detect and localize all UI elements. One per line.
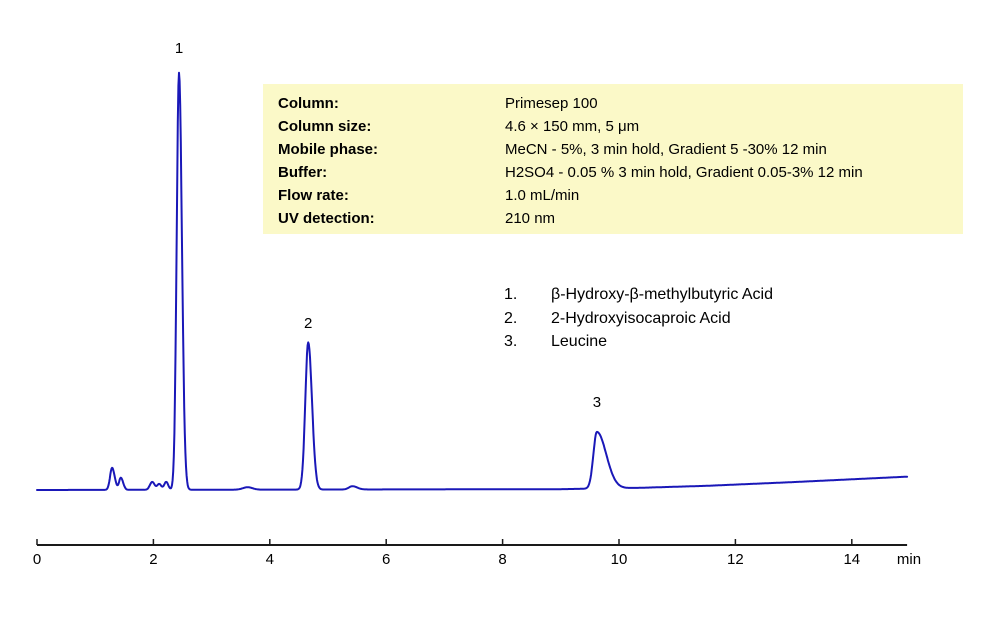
info-value: 4.6 × 150 mm, 5 μm bbox=[505, 118, 640, 135]
info-label: UV detection: bbox=[278, 210, 375, 227]
peak-apex-label: 3 bbox=[593, 394, 601, 411]
info-value: Primesep 100 bbox=[505, 95, 598, 112]
x-axis-tick-label: 0 bbox=[33, 551, 41, 568]
x-axis-ticks: 0 2 4 6 8 10 12 14 bbox=[33, 539, 860, 568]
x-axis-tick-label: 12 bbox=[727, 551, 744, 568]
info-row: Column: Primesep 100 bbox=[278, 92, 963, 115]
peak-name: Leucine bbox=[551, 333, 608, 350]
x-axis-tick-label: 6 bbox=[382, 551, 390, 568]
info-label: Flow rate: bbox=[278, 187, 349, 204]
method-info-box: Column: Primesep 100 Column size: 4.6 × 150… bbox=[263, 84, 963, 234]
x-axis-tick-label: 14 bbox=[843, 551, 860, 568]
peak-name: 2-Hydroxyisocaproic Acid bbox=[551, 309, 731, 327]
info-label: Mobile phase: bbox=[278, 141, 379, 158]
x-axis-tick-label: 10 bbox=[611, 551, 628, 568]
info-label: Buffer: bbox=[278, 164, 328, 181]
info-value: 1.0 mL/min bbox=[505, 187, 580, 204]
peak-labels: 1 2 3 bbox=[175, 40, 601, 411]
peak-number: 1. bbox=[504, 286, 518, 303]
info-row: Mobile phase: MeCN - 5%, 3 min hold, Grad… bbox=[278, 138, 963, 161]
peak-name: β-Hydroxy-β-methylbutyric Acid bbox=[551, 286, 774, 303]
x-axis-tick-label: 2 bbox=[149, 551, 157, 568]
info-row: UV detection: 210 nm bbox=[278, 207, 963, 230]
info-value: MeCN - 5%, 3 min hold, Gradient 5 -30% 1… bbox=[505, 141, 827, 158]
x-axis-unit-label: min bbox=[897, 551, 921, 568]
peak-identification-list: 1. β-Hydroxy-β-methylbutyric Acid 2. 2-Hydr… bbox=[504, 283, 773, 354]
peak-number: 3. bbox=[504, 333, 518, 350]
info-row: Column size: 4.6 × 150 mm, 5 μm bbox=[278, 115, 963, 138]
peak-list-item: 2. 2-Hydroxyisocaproic Acid bbox=[504, 307, 773, 331]
peak-list-item: 1. β-Hydroxy-β-methylbutyric Acid bbox=[504, 283, 773, 307]
peak-list-item: 3. Leucine bbox=[504, 330, 773, 354]
info-row: Buffer: H2SO4 - 0.05 % 3 min hold, Gradie… bbox=[278, 161, 963, 184]
peak-apex-label: 1 bbox=[175, 40, 183, 57]
info-value: 210 nm bbox=[505, 210, 556, 227]
peak-number: 2. bbox=[504, 309, 518, 327]
info-row: Flow rate: 1.0 mL/min bbox=[278, 184, 963, 207]
x-axis-tick-label: 8 bbox=[498, 551, 506, 568]
info-value: H2SO4 - 0.05 % 3 min hold, Gradient 0.05… bbox=[505, 164, 863, 181]
info-label: Column size: bbox=[278, 118, 372, 135]
peak-apex-label: 2 bbox=[304, 315, 312, 332]
x-axis-tick-label: 4 bbox=[266, 551, 274, 568]
chromatogram-trace bbox=[36, 71, 909, 491]
info-label: Column: bbox=[278, 95, 339, 112]
